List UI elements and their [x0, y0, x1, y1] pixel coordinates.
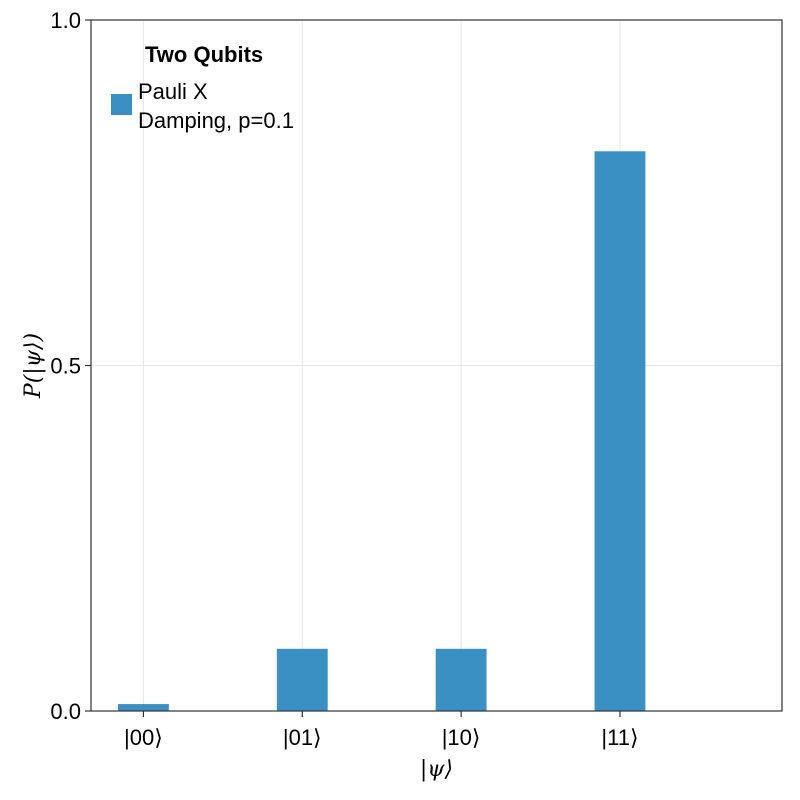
y-tick-label: 0.5	[50, 354, 81, 379]
x-axis-ticks: |00⟩ |01⟩ |10⟩ |11⟩	[124, 711, 639, 750]
x-tick-label: |01⟩	[283, 725, 322, 750]
legend-label: Pauli X Damping, p=0.1	[138, 79, 294, 133]
y-axis-label: P(|ψ⟩)	[21, 333, 46, 399]
bar-3	[594, 151, 646, 712]
x-tick-label: |11⟩	[601, 725, 638, 750]
bar-2	[435, 648, 487, 711]
legend: Two Qubits Pauli X Damping, p=0.1	[111, 42, 294, 133]
y-axis-ticks: 0.0 0.5 1.0	[50, 8, 91, 724]
legend-label-line: Pauli X	[138, 79, 208, 104]
bars	[118, 151, 646, 712]
x-axis-label: |ψ⟩	[420, 757, 453, 782]
bar-1	[276, 648, 328, 711]
legend-label-line: Damping, p=0.1	[138, 108, 294, 133]
legend-title: Two Qubits	[145, 42, 263, 67]
y-tick-label: 1.0	[50, 8, 81, 33]
x-tick-label: |10⟩	[442, 725, 481, 750]
bar-0	[118, 704, 169, 711]
legend-swatch	[111, 94, 132, 115]
y-tick-label: 0.0	[50, 699, 81, 724]
x-tick-label: |00⟩	[124, 725, 163, 750]
